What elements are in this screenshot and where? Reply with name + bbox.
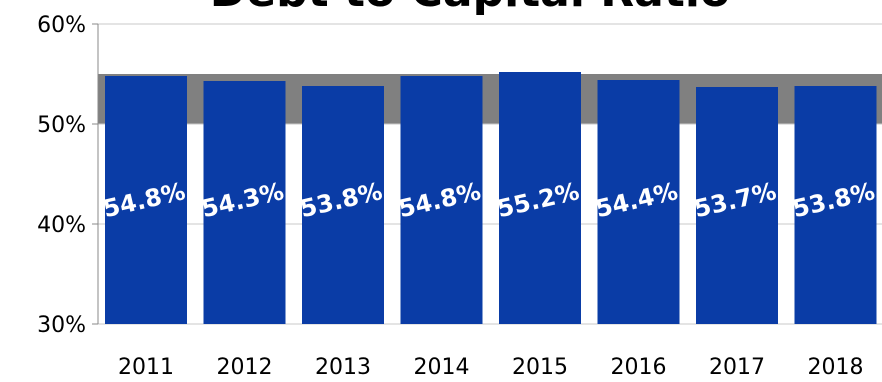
x-tick-label: 2018 — [808, 355, 864, 380]
bar — [203, 81, 286, 324]
x-tick-label: 2014 — [414, 355, 470, 380]
x-tick-label: 2011 — [118, 355, 174, 380]
bar — [794, 86, 877, 324]
y-tick-label: 40% — [37, 213, 86, 238]
x-tick-label: 2015 — [512, 355, 568, 380]
y-tick-label: 30% — [37, 313, 86, 338]
chart-title: Debt to Capital Ratio — [0, 0, 882, 17]
x-tick-label: 2013 — [315, 355, 371, 380]
bar — [499, 72, 581, 324]
bar — [597, 80, 680, 324]
bar — [302, 86, 384, 324]
bar — [696, 87, 778, 324]
y-tick-label: 50% — [37, 113, 86, 138]
bar — [105, 76, 187, 324]
bar — [400, 76, 483, 324]
x-tick-label: 2017 — [709, 355, 765, 380]
x-tick-label: 2012 — [217, 355, 273, 380]
x-tick-label: 2016 — [611, 355, 667, 380]
y-tick-label: 60% — [37, 13, 86, 38]
